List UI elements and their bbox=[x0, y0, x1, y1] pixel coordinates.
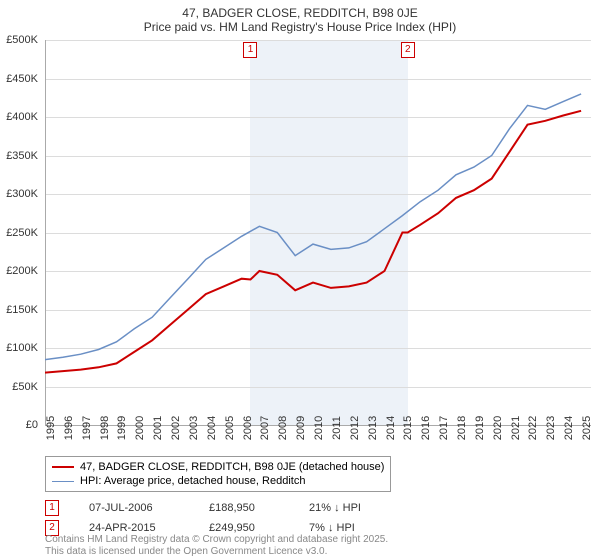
event-price: £249,950 bbox=[209, 522, 279, 534]
y-tick-label: £250K bbox=[0, 227, 38, 239]
footer-line-1: Contains HM Land Registry data © Crown c… bbox=[45, 534, 388, 546]
y-tick-label: £450K bbox=[0, 73, 38, 85]
legend: 47, BADGER CLOSE, REDDITCH, B98 0JE (det… bbox=[45, 456, 391, 492]
x-tick-label: 2004 bbox=[206, 416, 218, 440]
event-marker-box: 1 bbox=[45, 500, 59, 516]
x-tick-label: 1996 bbox=[63, 416, 75, 440]
x-tick-label: 1998 bbox=[99, 416, 111, 440]
x-tick-label: 2022 bbox=[527, 416, 539, 440]
y-tick-label: £500K bbox=[0, 34, 38, 46]
x-tick-label: 2000 bbox=[134, 416, 146, 440]
event-diff: 21% ↓ HPI bbox=[309, 502, 389, 514]
series-line bbox=[45, 94, 581, 360]
x-tick-label: 2018 bbox=[456, 416, 468, 440]
sale-marker: 1 bbox=[243, 42, 257, 58]
x-tick-label: 2023 bbox=[545, 416, 557, 440]
chart-title: 47, BADGER CLOSE, REDDITCH, B98 0JE bbox=[0, 0, 600, 20]
y-tick-label: £0 bbox=[0, 419, 38, 431]
x-tick-label: 2006 bbox=[242, 416, 254, 440]
y-tick-label: £50K bbox=[0, 381, 38, 393]
x-tick-label: 2001 bbox=[152, 416, 164, 440]
x-tick-label: 2012 bbox=[349, 416, 361, 440]
x-tick-label: 1997 bbox=[81, 416, 93, 440]
line-series bbox=[45, 40, 590, 425]
legend-item: 47, BADGER CLOSE, REDDITCH, B98 0JE (det… bbox=[52, 460, 384, 474]
x-tick-label: 2011 bbox=[331, 416, 343, 440]
y-tick-label: £400K bbox=[0, 111, 38, 123]
x-tick-label: 2010 bbox=[313, 416, 325, 440]
chart-area: 12 £0£50K£100K£150K£200K£250K£300K£350K£… bbox=[45, 40, 590, 425]
x-tick-label: 2021 bbox=[510, 416, 522, 440]
x-tick-label: 2008 bbox=[277, 416, 289, 440]
x-tick-label: 2017 bbox=[438, 416, 450, 440]
y-tick-label: £350K bbox=[0, 150, 38, 162]
event-date: 24-APR-2015 bbox=[89, 522, 179, 534]
y-tick-label: £200K bbox=[0, 265, 38, 277]
series-line bbox=[45, 111, 581, 373]
chart-subtitle: Price paid vs. HM Land Registry's House … bbox=[0, 20, 600, 38]
x-tick-label: 2014 bbox=[385, 416, 397, 440]
x-tick-label: 2019 bbox=[474, 416, 486, 440]
y-tick-label: £100K bbox=[0, 342, 38, 354]
x-tick-label: 2009 bbox=[295, 416, 307, 440]
footer-line-2: This data is licensed under the Open Gov… bbox=[45, 546, 388, 558]
x-tick-label: 2005 bbox=[224, 416, 236, 440]
x-tick-label: 2013 bbox=[367, 416, 379, 440]
legend-swatch bbox=[52, 481, 74, 482]
x-tick-label: 1999 bbox=[116, 416, 128, 440]
x-tick-label: 2020 bbox=[492, 416, 504, 440]
x-tick-label: 1995 bbox=[45, 416, 57, 440]
attribution-footer: Contains HM Land Registry data © Crown c… bbox=[45, 534, 388, 558]
x-tick-label: 2015 bbox=[402, 416, 414, 440]
x-tick-label: 2024 bbox=[563, 416, 575, 440]
event-row: 1 07-JUL-2006 £188,950 21% ↓ HPI bbox=[45, 498, 389, 518]
x-tick-label: 2016 bbox=[420, 416, 432, 440]
legend-swatch bbox=[52, 466, 74, 468]
x-tick-label: 2002 bbox=[170, 416, 182, 440]
legend-item: HPI: Average price, detached house, Redd… bbox=[52, 474, 384, 488]
sale-marker: 2 bbox=[401, 42, 415, 58]
legend-label: 47, BADGER CLOSE, REDDITCH, B98 0JE (det… bbox=[80, 461, 384, 473]
y-tick-label: £300K bbox=[0, 188, 38, 200]
x-tick-label: 2003 bbox=[188, 416, 200, 440]
event-price: £188,950 bbox=[209, 502, 279, 514]
legend-label: HPI: Average price, detached house, Redd… bbox=[80, 475, 305, 487]
chart-container: 47, BADGER CLOSE, REDDITCH, B98 0JE Pric… bbox=[0, 0, 600, 560]
y-tick-label: £150K bbox=[0, 304, 38, 316]
event-diff: 7% ↓ HPI bbox=[309, 522, 389, 534]
x-tick-label: 2025 bbox=[581, 416, 593, 440]
sale-events-table: 107-JUL-2006£188,95021% ↓ HPI224-APR-201… bbox=[45, 498, 389, 538]
event-date: 07-JUL-2006 bbox=[89, 502, 179, 514]
x-tick-label: 2007 bbox=[259, 416, 271, 440]
